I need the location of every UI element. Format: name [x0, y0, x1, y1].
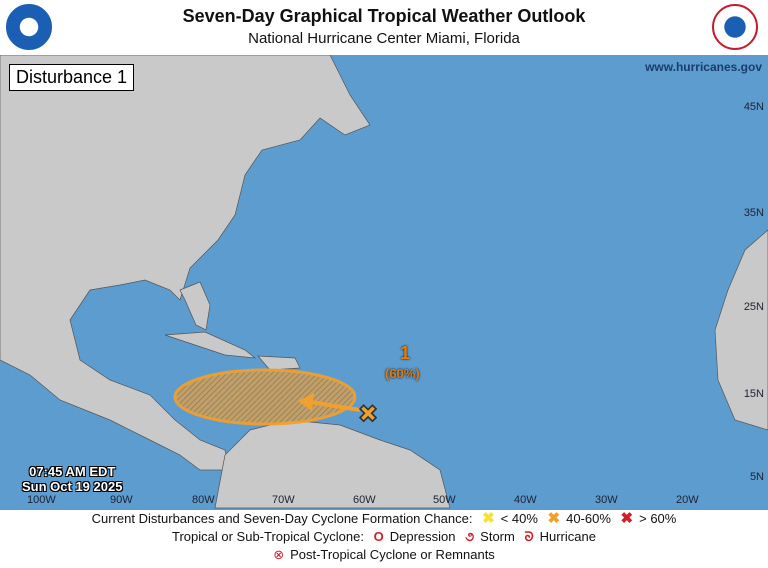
- legend-mid: 40-60%: [566, 511, 611, 526]
- lon-label: 80W: [192, 494, 215, 506]
- low-chance-x-icon: ✖: [482, 510, 495, 527]
- page-subtitle: National Hurricane Center Miami, Florida: [248, 30, 520, 47]
- legend-formation-label: Current Disturbances and Seven-Day Cyclo…: [91, 511, 473, 526]
- lon-label: 60W: [353, 494, 376, 506]
- hispaniola: [257, 355, 301, 371]
- page-title: Seven-Day Graphical Tropical Weather Out…: [182, 6, 586, 26]
- disturbance-marker-x[interactable]: ✖: [358, 401, 379, 429]
- lon-label: 30W: [595, 494, 618, 506]
- lon-label: 50W: [433, 494, 456, 506]
- disturbance-id: 1: [400, 343, 411, 363]
- lon-label: 70W: [272, 494, 295, 506]
- header: Seven-Day Graphical Tropical Weather Out…: [0, 0, 768, 55]
- lat-label: 35N: [743, 207, 764, 219]
- post-tropical-icon: ⊗: [273, 547, 285, 562]
- mid-chance-x-icon: ✖: [547, 510, 561, 527]
- north-america-land: [0, 55, 371, 471]
- lon-label: 40W: [514, 494, 537, 506]
- timestamp: 07:45 AM EDT Sun Oct 19 2025: [22, 464, 122, 494]
- legend-low: < 40%: [500, 511, 538, 526]
- depression-icon: O: [373, 529, 384, 544]
- legend-cyclone-label: Tropical or Sub-Tropical Cyclone:: [172, 529, 364, 544]
- disturbance-chance: (60%): [385, 366, 420, 381]
- lat-label: 25N: [743, 301, 764, 313]
- hurricane-icon: ᘐ: [524, 529, 534, 544]
- date: Sun Oct 19 2025: [22, 479, 123, 494]
- cuba: [164, 331, 257, 359]
- lat-label: 15N: [743, 388, 764, 400]
- noaa-logo: [6, 4, 52, 50]
- lon-label: 20W: [676, 494, 699, 506]
- legend-high: > 60%: [639, 511, 677, 526]
- legend-storm: Storm: [480, 529, 515, 544]
- legend: Current Disturbances and Seven-Day Cyclo…: [0, 510, 768, 564]
- nws-logo: [712, 4, 758, 50]
- high-chance-x-icon: ✖: [620, 510, 634, 527]
- time: 07:45 AM EDT: [29, 464, 116, 479]
- lon-label: 100W: [27, 494, 56, 506]
- lon-label: 90W: [110, 494, 133, 506]
- lat-label: 45N: [743, 101, 764, 113]
- legend-depression: Depression: [389, 529, 456, 544]
- disturbance-area: [173, 368, 357, 426]
- florida: [179, 281, 211, 331]
- arrow-head: [298, 393, 314, 411]
- south-america-land: [214, 419, 451, 509]
- africa-land: [714, 229, 768, 431]
- storm-icon: ૭: [465, 529, 475, 544]
- legend-hurricane: Hurricane: [539, 529, 596, 544]
- disturbance-label: Disturbance 1: [9, 64, 135, 91]
- outlook-map: ✖: [0, 55, 768, 510]
- motion-arrow: [309, 400, 361, 412]
- website-link[interactable]: www.hurricanes.gov: [645, 60, 762, 74]
- legend-post-tropical: Post-Tropical Cyclone or Remnants: [290, 547, 495, 562]
- lat-label: 5N: [749, 471, 764, 483]
